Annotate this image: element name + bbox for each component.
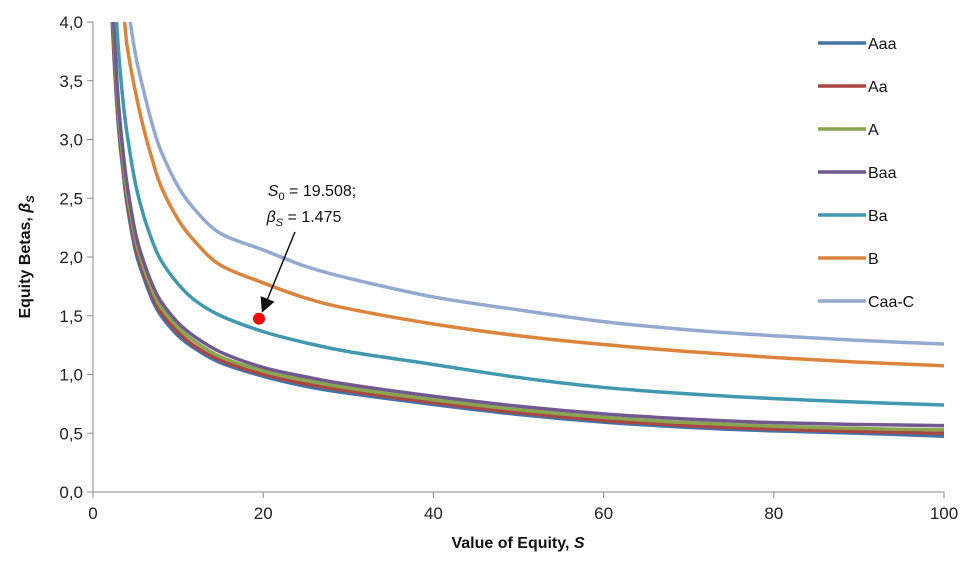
x-tick-label: 80 — [764, 504, 783, 523]
series-line-b — [122, 22, 944, 368]
x-tick-label: 100 — [930, 504, 958, 523]
y-tick-label: 4,0 — [59, 13, 83, 32]
legend-label-baa: Baa — [868, 165, 897, 182]
y-ticks: 0,0 0,5 1,0 1,5 2,0 2,5 3,0 3,5 4,0 — [59, 13, 93, 502]
series-line-aaa — [110, 22, 944, 438]
y-axis-title: Equity Betas, βS — [17, 195, 37, 319]
legend-label-aa: Aa — [868, 79, 888, 96]
y-tick-label: 1,5 — [59, 307, 83, 326]
legend: Aaa Aa A Baa Ba B Caa-C — [818, 36, 914, 311]
legend-label-ba: Ba — [868, 208, 888, 225]
series-lines — [110, 22, 944, 438]
y-tick-label: 3,0 — [59, 131, 83, 150]
x-tick-label: 60 — [594, 504, 613, 523]
annotation-line-2: βS = 1.475 — [266, 209, 342, 229]
x-tick-label: 20 — [254, 504, 273, 523]
annotation: S0 = 19.508; βS = 1.475 — [260, 183, 356, 313]
series-line-baa — [111, 22, 944, 428]
y-tick-label: 0,0 — [59, 483, 83, 502]
x-tick-label: 0 — [88, 504, 97, 523]
y-tick-label: 3,5 — [59, 72, 83, 91]
y-tick-label: 1,0 — [59, 366, 83, 385]
x-axis-title: Value of Equity, S — [451, 535, 584, 552]
legend-label-a: A — [868, 122, 879, 139]
series-line-ba — [114, 22, 944, 407]
legend-label-b: B — [868, 251, 879, 268]
series-line-caa-c — [128, 22, 944, 346]
y-tick-label: 0,5 — [59, 424, 83, 443]
legend-label-caa-c: Caa-C — [868, 294, 914, 311]
y-tick-label: 2,0 — [59, 248, 83, 267]
y-tick-label: 2,5 — [59, 189, 83, 208]
legend-label-aaa: Aaa — [868, 36, 897, 53]
marker-point — [253, 312, 266, 325]
annotation-line-1: S0 = 19.508; — [268, 183, 356, 203]
annotation-arrow — [260, 231, 296, 313]
x-tick-label: 40 — [424, 504, 443, 523]
x-ticks: 0 20 40 60 80 100 — [88, 492, 958, 523]
